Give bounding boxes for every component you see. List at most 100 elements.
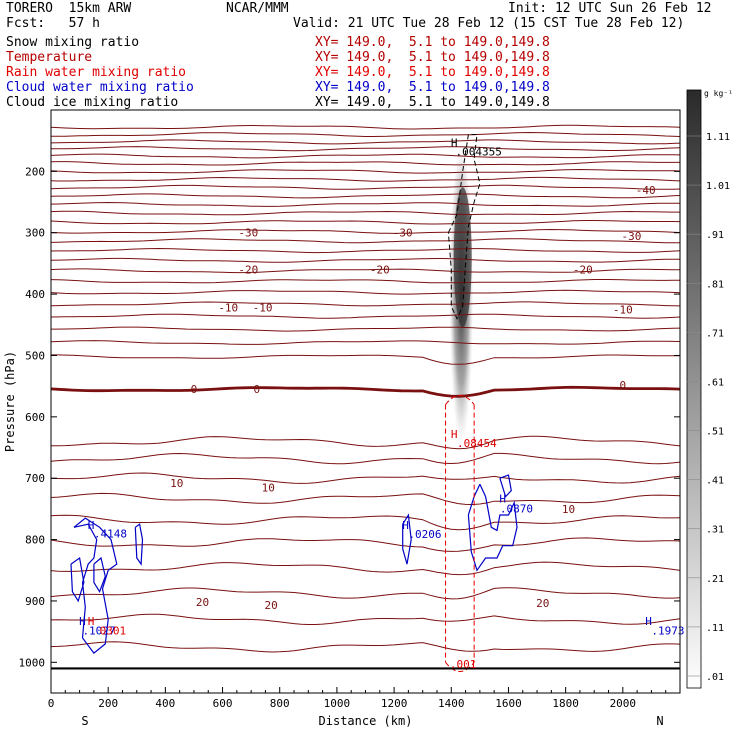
isotherm-label: -20 — [370, 264, 390, 277]
colorbar-label: 1.11 — [706, 132, 730, 143]
cloud-ice-contours — [447, 134, 481, 320]
maximum-value-label: 0301 — [100, 624, 127, 637]
isotherm — [50, 492, 681, 506]
isotherm — [50, 124, 681, 130]
x-tick-label: 1000 — [324, 697, 351, 710]
isotherm — [50, 193, 681, 199]
high-marker: H — [88, 615, 95, 628]
cloud-water-contour — [467, 484, 518, 572]
x-tick-label: 1600 — [495, 697, 522, 710]
colorbar-label: .41 — [706, 476, 724, 487]
cloud-water-contour — [499, 474, 512, 498]
x-tick-label: 1200 — [381, 697, 408, 710]
high-marker: H — [88, 519, 95, 532]
isotherm — [50, 247, 681, 254]
rain-water-contour — [445, 394, 475, 405]
isotherm — [51, 326, 681, 332]
isotherm-label: 20 — [196, 596, 209, 609]
isotherm — [50, 340, 681, 345]
y-axis-label: Pressure (hPa) — [3, 351, 17, 452]
isotherm — [50, 238, 680, 244]
cloud-water-contour — [402, 513, 412, 565]
field-temperature: Temperature — [6, 50, 93, 65]
x-tick-label: 400 — [155, 697, 175, 710]
maximum-value-label: .1973 — [651, 624, 684, 637]
isotherm — [50, 289, 681, 295]
isotherm — [51, 354, 681, 365]
isotherm — [50, 641, 681, 653]
x-axis-label: Distance (km) — [319, 714, 413, 728]
colorbar-label: .51 — [706, 427, 724, 438]
isotherm — [50, 452, 681, 465]
x-tick-label: 200 — [98, 697, 118, 710]
valid-label: Valid: 21 UTC Tue 28 Feb 12 (15 CST Tue … — [293, 16, 685, 31]
isotherm — [50, 435, 681, 450]
isotherm — [51, 146, 681, 152]
isotherm — [50, 257, 680, 263]
high-marker: H — [645, 615, 652, 628]
isotherm-label: -20 — [573, 264, 593, 277]
cloud-water-contour — [134, 523, 144, 566]
y-tick-label: 700 — [25, 472, 45, 485]
colorbar-label: .21 — [706, 574, 724, 585]
y-tick-label: 900 — [25, 595, 45, 608]
field-cloud-water-xy: XY= 149.0, 5.1 to 149.0,149.8 — [315, 80, 550, 95]
cloud-water-contour — [70, 556, 85, 603]
isotherm-label: 0 — [191, 383, 198, 396]
isotherm — [50, 161, 680, 166]
isotherm — [50, 210, 680, 216]
field-cloud-water: Cloud water mixing ratio — [6, 80, 194, 95]
high-marker: H — [499, 492, 506, 505]
high-marker: H — [402, 519, 409, 532]
isotherm — [50, 472, 681, 484]
colorbar-label: .81 — [706, 279, 724, 290]
isotherm-zero — [50, 385, 681, 398]
isotherm — [50, 561, 681, 576]
cloud-ice-contour — [447, 134, 481, 320]
isotherm-label: 20 — [265, 599, 278, 612]
y-tick-label: 1000 — [19, 656, 46, 669]
isotherm — [50, 228, 681, 234]
y-tick-label: 200 — [25, 165, 45, 178]
maximum-value-label: .0206 — [408, 528, 441, 541]
high-marker: H — [79, 615, 86, 628]
maximum-value-label: .08454 — [457, 437, 497, 450]
isotherm-label: -10 — [218, 302, 238, 315]
isotherm — [50, 184, 681, 190]
init-label: Init: 12 UTC Sun 26 Feb 12 — [508, 1, 712, 16]
x-tick-label: 800 — [270, 697, 290, 710]
colorbar-unit: g kg⁻¹ — [704, 89, 733, 98]
y-tick-label: 500 — [25, 349, 45, 362]
isotherm-label: 10 — [562, 503, 575, 516]
field-rain-xy: XY= 149.0, 5.1 to 149.0,149.8 — [315, 65, 550, 80]
high-marker: H — [451, 428, 458, 441]
south-endpoint-label: S — [81, 714, 88, 728]
maximum-value-label: .001 — [450, 658, 477, 671]
isotherm-label: -10 — [613, 303, 633, 316]
isotherm-label: -30 — [621, 230, 641, 243]
field-temperature-xy: XY= 149.0, 5.1 to 149.0,149.8 — [315, 50, 550, 65]
field-rain: Rain water mixing ratio — [6, 65, 187, 80]
isotherm — [50, 139, 681, 145]
colorbar: 1.11 1.01 .91 .81 .71 .61 .51 .41 .31 .21 .11 .01 g … — [686, 89, 733, 689]
north-endpoint-label: N — [656, 714, 663, 728]
x-tick-label: 1800 — [552, 697, 579, 710]
y-tick-label: 400 — [25, 288, 45, 301]
field-cloud-ice-xy: XY= 149.0, 5.1 to 149.0,149.8 — [315, 95, 550, 110]
y-tick-label: 800 — [25, 534, 45, 547]
isotherm — [50, 176, 681, 182]
isotherm — [50, 514, 681, 531]
field-snow: Snow mixing ratio — [6, 35, 140, 50]
isotherm — [50, 153, 681, 159]
isotherm — [50, 220, 681, 225]
maximum-value-label: .1027 — [82, 624, 115, 637]
x-tick-label: 600 — [213, 697, 233, 710]
isotherm — [50, 268, 680, 274]
snow-core — [453, 187, 472, 328]
maximum-value-label: .0870 — [500, 502, 533, 515]
isotherm — [50, 613, 681, 625]
cloud-water-contour — [93, 556, 106, 594]
maximum-value-label: .4148 — [94, 527, 127, 540]
axes: 0 200 400 600 800 1000 1200 1400 1600 1800 2000200… — [3, 109, 681, 728]
